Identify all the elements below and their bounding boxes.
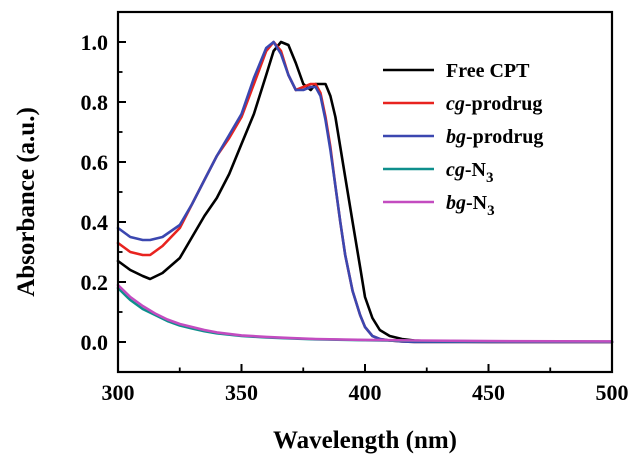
series-line-1: [116, 40, 614, 344]
series-group: [116, 40, 614, 344]
x-tick-label: 500: [596, 380, 629, 405]
x-tick-label: 450: [472, 380, 505, 405]
legend: Free CPT cg-prodrug bg-prodrug cg-N3 bg-N3: [383, 60, 543, 219]
y-tick-label: 0.4: [81, 210, 109, 235]
x-tick-label: 400: [349, 380, 382, 405]
legend-label: bg-prodrug: [446, 126, 543, 148]
axes-group: 300 350 400 450 500 0.0 0.2 0.4 0.6 0.8 1.0: [81, 10, 629, 405]
x-tick-label: 350: [225, 380, 258, 405]
x-axis-title: Wavelength (nm): [273, 427, 457, 454]
x-tick-label: 300: [102, 380, 135, 405]
y-tick-label: 0.2: [81, 270, 109, 295]
y-tick-label: 0.0: [81, 330, 109, 355]
y-tick-label: 0.6: [81, 150, 109, 175]
y-tick-label: 0.8: [81, 90, 109, 115]
legend-label: Free CPT: [446, 60, 530, 82]
legend-label: cg-N3: [446, 159, 494, 186]
legend-label: bg-N3: [446, 192, 495, 219]
legend-label: cg-prodrug: [446, 93, 542, 115]
plot-frame: [116, 10, 614, 374]
series-line-5: [116, 283, 614, 343]
y-axis-title: Absorbance (a.u.): [13, 107, 40, 297]
y-tick-label: 1.0: [81, 30, 109, 55]
